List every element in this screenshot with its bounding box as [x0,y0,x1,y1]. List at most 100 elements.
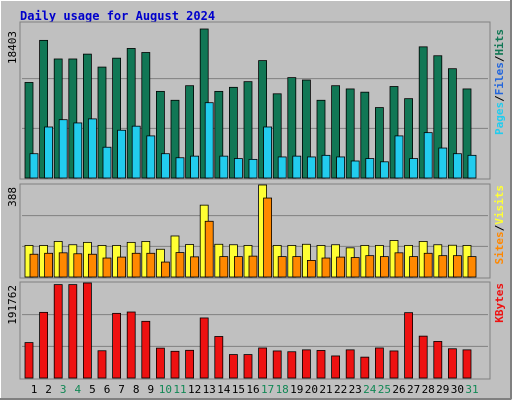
bar-files-day-28 [423,132,433,179]
x-tick-label-day-5: 5 [89,383,96,396]
bar-files-day-20 [306,156,316,179]
side-label-separator: / [493,95,506,102]
bar-sites-day-18 [277,256,287,278]
x-tick-label-day-20: 20 [305,383,318,396]
bar-kbytes-day-11 [170,350,180,379]
bar-hits-day-23 [345,88,355,179]
bar-kbytes-day-16 [243,354,253,379]
x-tick-label-day-28: 28 [422,383,435,396]
bar-kbytes-day-4 [68,284,78,379]
bar-files-day-1 [29,153,39,179]
x-tick-label-day-8: 8 [133,383,140,396]
bar-hits-day-14 [214,90,224,179]
bar-hits-day-6 [97,66,107,179]
bar-hits-day-30 [447,68,457,179]
bar-files-day-11 [175,157,185,179]
x-tick-label-day-4: 4 [74,383,81,396]
bar-kbytes-day-31 [462,349,472,379]
bar-sites-day-20 [306,260,316,278]
bar-files-day-26 [394,135,404,179]
bar-hits-day-4 [68,58,78,179]
bar-files-day-16 [248,158,258,179]
bar-hits-day-10 [155,90,165,179]
bar-hits-day-1 [24,82,34,179]
bar-files-day-30 [452,153,462,179]
bar-hits-day-11 [170,99,180,179]
x-tick-label-day-15: 15 [232,383,245,396]
bar-sites-day-3 [58,252,68,278]
bar-hits-day-20 [301,79,311,179]
bar-hits-day-2 [39,39,48,179]
bar-sites-day-27 [409,256,419,278]
x-tick-label-day-17: 17 [261,383,274,396]
x-tick-label-day-21: 21 [319,383,332,396]
bar-sites-day-15 [233,256,243,278]
x-tick-label-day-3: 3 [60,383,67,396]
bar-kbytes-day-22 [331,355,341,379]
bar-kbytes-day-5 [83,282,92,379]
bar-files-day-27 [409,158,419,179]
bar-hits-day-29 [433,55,443,179]
x-tick-label-day-27: 27 [407,383,420,396]
bar-files-day-6 [102,146,112,179]
bar-kbytes-day-27 [404,312,414,379]
bar-sites-day-2 [44,252,53,278]
bar-files-day-22 [336,156,346,179]
bar-sites-day-16 [248,255,258,278]
bar-kbytes-day-14 [214,336,224,379]
max-label-top: 18403 [6,31,19,64]
side-label-visits: Visits [493,185,506,225]
x-tick-label-day-16: 16 [246,383,259,396]
bar-files-day-29 [438,147,448,179]
x-tick-labels: 1 2 3 4 5 6 7 8 9 10 11 12 13 14 15 16 17 18 19 20 21 22 23 24 2… [31,383,479,396]
bar-hits-day-3 [53,58,63,179]
x-tick-label-day-31: 31 [465,383,478,396]
side-label-kbytes: KBytes [493,283,506,323]
bar-kbytes-day-24 [360,356,370,379]
side-label-bottom: KBytes [493,283,506,323]
bar-files-day-5 [88,118,97,179]
bar-kbytes-day-29 [433,341,443,379]
bar-kbytes-day-10 [155,347,165,379]
side-label-middle: Sites/Visits [493,185,506,265]
bar-files-day-21 [321,154,331,179]
bar-files-day-10 [160,153,170,179]
bar-kbytes-day-6 [97,350,107,379]
x-tick-label-day-19: 19 [290,383,303,396]
bar-sites-day-25 [379,256,389,278]
bar-files-day-31 [467,154,477,179]
bar-kbytes-day-26 [389,350,399,379]
bar-files-day-25 [379,161,389,179]
bar-kbytes-day-15 [228,354,238,379]
x-tick-label-day-9: 9 [147,383,154,396]
x-tick-label-day-6: 6 [104,383,111,396]
bar-hits-day-15 [228,86,238,179]
side-label-top: Pages/Files/Hits [493,29,506,135]
bar-files-day-18 [277,156,287,179]
x-tick-label-day-18: 18 [276,383,289,396]
x-tick-label-day-1: 1 [31,383,38,396]
bar-kbytes-day-7 [112,312,121,379]
side-label-hits: Hits [493,29,506,56]
bars [24,28,477,379]
side-label-sites: Sites [493,231,506,264]
x-tick-label-day-25: 25 [378,383,391,396]
bar-files-day-19 [292,155,302,179]
bar-files-day-14 [219,155,229,179]
bar-sites-day-31 [467,256,477,278]
x-tick-label-day-7: 7 [118,383,125,396]
bar-hits-day-19 [287,77,297,179]
bar-sites-day-19 [292,256,302,278]
bar-hits-day-24 [360,91,370,179]
bar-kbytes-day-30 [447,348,457,379]
chart-title: Daily usage for August 2024 [20,9,215,23]
x-tick-label-day-22: 22 [334,383,347,396]
bar-hits-day-5 [83,53,92,179]
x-tick-label-day-24: 24 [363,383,377,396]
bar-hits-day-8 [126,48,136,179]
bar-kbytes-day-17 [258,347,268,379]
bar-kbytes-day-3 [53,284,63,379]
